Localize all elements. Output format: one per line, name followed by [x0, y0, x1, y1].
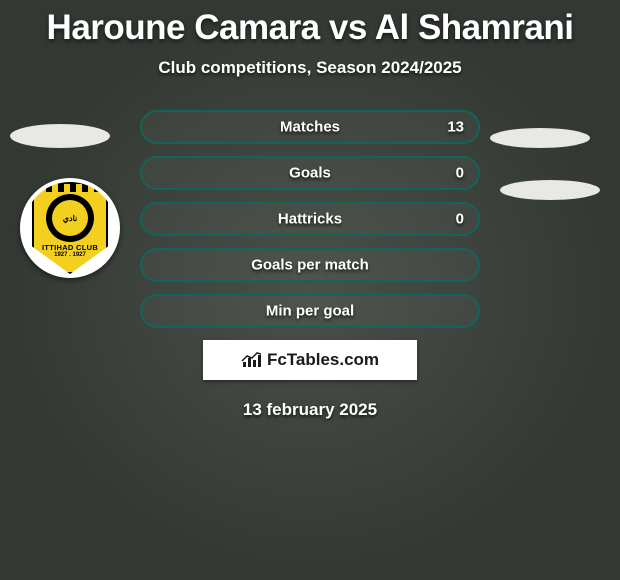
ittihad-badge: نادي ITTIHAD CLUB 1927 . 1927: [32, 182, 108, 274]
left-oval-decor: [10, 124, 110, 148]
stat-label: Goals: [142, 165, 478, 182]
stat-row: Hattricks 0: [140, 202, 480, 236]
page-title: Haroune Camara vs Al Shamrani: [0, 0, 620, 48]
brand-text: FcTables.com: [267, 350, 379, 370]
stat-row: Goals per match: [140, 248, 480, 282]
badge-founded: 1927 . 1927: [54, 252, 86, 258]
stat-row: Goals 0: [140, 156, 480, 190]
right-oval-decor-1: [490, 128, 590, 148]
stat-right-value: 0: [456, 211, 464, 228]
badge-stripe-top: [34, 184, 106, 192]
right-oval-decor-2: [500, 180, 600, 200]
stat-label: Matches: [142, 119, 478, 136]
player1-club-badge: نادي ITTIHAD CLUB 1927 . 1927: [20, 178, 120, 278]
stat-right-value: 0: [456, 165, 464, 182]
stat-row: Matches 13: [140, 110, 480, 144]
player1-avatar-wrap: نادي ITTIHAD CLUB 1927 . 1927: [20, 178, 120, 278]
badge-circle: نادي: [46, 194, 94, 242]
stat-row: Min per goal: [140, 294, 480, 328]
date-text: 13 february 2025: [0, 400, 620, 420]
stat-label: Goals per match: [142, 257, 478, 274]
stat-label: Min per goal: [142, 303, 478, 320]
stat-label: Hattricks: [142, 211, 478, 228]
subtitle: Club competitions, Season 2024/2025: [0, 58, 620, 78]
stat-right-value: 13: [447, 119, 464, 136]
brand-box[interactable]: FcTables.com: [203, 340, 417, 380]
chart-icon: [241, 351, 263, 369]
badge-inner: نادي: [52, 200, 88, 236]
badge-club-name: ITTIHAD CLUB: [42, 243, 98, 252]
stats-container: Matches 13 Goals 0 Hattricks 0 Goals per…: [140, 110, 480, 328]
